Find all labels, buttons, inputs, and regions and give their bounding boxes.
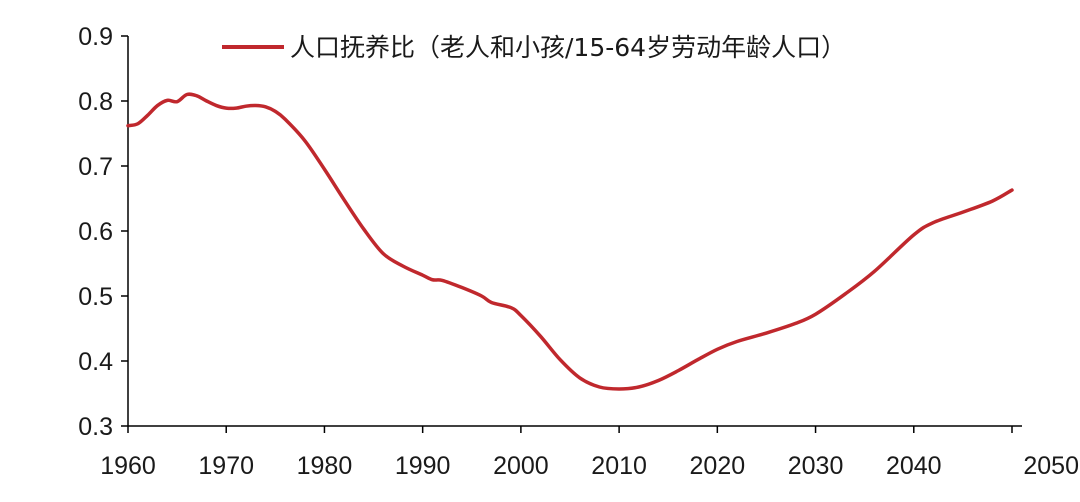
y-tick-label: 0.8 (78, 88, 113, 116)
y-tick-label: 0.3 (78, 413, 113, 441)
x-tick-label: 2020 (690, 452, 746, 480)
y-tick-label: 0.7 (78, 153, 113, 181)
legend: 人口抚养比（老人和小孩/15-64岁劳动年龄人口） (222, 33, 846, 62)
x-tick-label: 1970 (198, 452, 254, 480)
x-tick-label: 2050 (1023, 452, 1079, 480)
y-tick-label: 0.9 (78, 23, 113, 51)
x-tick-label: 1960 (100, 452, 156, 480)
x-tick-label: 2000 (493, 452, 549, 480)
y-tick-label: 0.4 (78, 348, 113, 376)
x-tick-label: 2010 (591, 452, 647, 480)
y-tick-label: 0.6 (78, 218, 113, 246)
x-tick-label: 2040 (886, 452, 942, 480)
legend-label: 人口抚养比（老人和小孩/15-64岁劳动年龄人口） (290, 33, 846, 62)
x-tick-label: 2030 (788, 452, 844, 480)
series-layer (126, 92, 1014, 391)
axes: 0.3 0.4 0.5 0.6 0.7 0.8 0.9 1960 1970 1980 1990 200… (78, 23, 1079, 480)
x-tick-label: 1990 (395, 452, 451, 480)
y-tick-label: 0.5 (78, 283, 113, 311)
x-tick-label: 1980 (297, 452, 353, 480)
series-line (126, 92, 1014, 391)
